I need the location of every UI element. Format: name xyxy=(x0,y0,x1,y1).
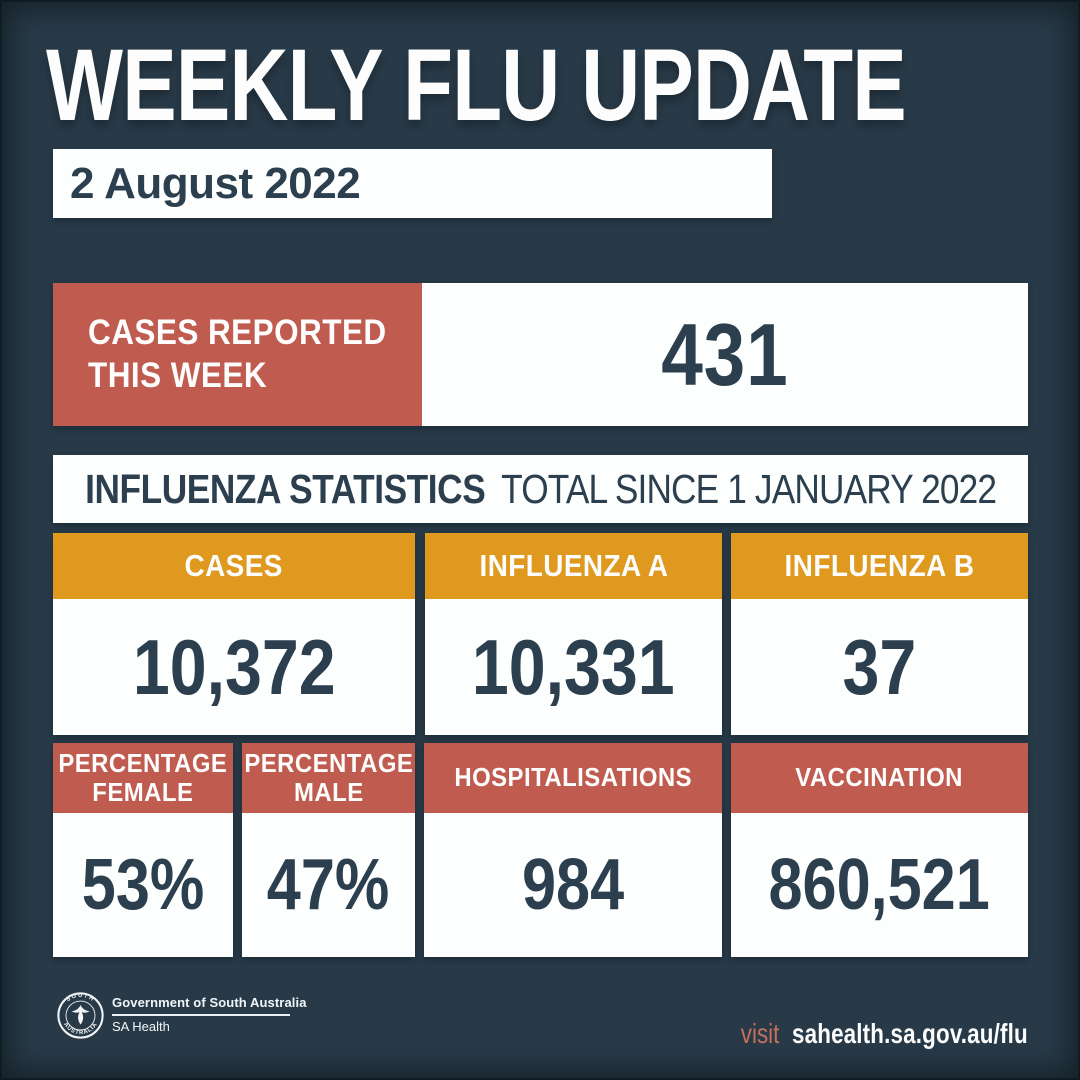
statistics-subtitle: TOTAL SINCE 1 JANUARY 2022 xyxy=(500,465,997,512)
page-title: WEEKLY FLU UPDATE xyxy=(46,28,907,142)
sa-government-logo-icon: SOUTH AUSTRALIA xyxy=(57,992,104,1039)
piping-shrike-icon xyxy=(71,1004,90,1025)
stat-card-label: HOSPITALISATIONS xyxy=(454,762,692,793)
stat-card-label: INFLUENZA A xyxy=(479,547,668,583)
date-text: 2 August 2022 xyxy=(70,158,361,208)
stat-card-cases: CASES 10,372 xyxy=(53,533,415,735)
stat-card-value-box: 10,372 xyxy=(53,599,415,735)
demographics-card-row: PERCENTAGE FEMALE 53% PERCENTAGE MALE 47… xyxy=(53,743,1028,957)
stat-card-percentage-female: PERCENTAGE FEMALE 53% xyxy=(53,743,233,957)
url-text: sahealth.sa.gov.au/flu xyxy=(792,1018,1028,1049)
statistics-header-text: INFLUENZA STATISTICS TOTAL SINCE 1 JANUA… xyxy=(84,465,997,513)
stat-card-value-box: 47% xyxy=(242,813,415,957)
stat-card-value-box: 984 xyxy=(424,813,722,957)
stat-card-value: 860,521 xyxy=(768,845,991,925)
stat-card-header: INFLUENZA B xyxy=(731,533,1028,599)
stat-card-header: PERCENTAGE MALE xyxy=(242,743,415,813)
stat-card-vaccination: VACCINATION 860,521 xyxy=(731,743,1028,957)
stat-card-value-box: 10,331 xyxy=(425,599,722,735)
stat-card-value: 10,372 xyxy=(132,622,336,711)
stat-card-value: 10,331 xyxy=(472,622,675,711)
svg-text:SOUTH: SOUTH xyxy=(65,993,95,1004)
stat-card-label: INFLUENZA B xyxy=(784,547,975,583)
visit-label: visit xyxy=(740,1018,780,1049)
stat-card-header: INFLUENZA A xyxy=(425,533,722,599)
stat-card-value: 37 xyxy=(842,622,917,711)
stat-card-label: PERCENTAGE FEMALE xyxy=(58,747,228,807)
stat-card-value-box: 37 xyxy=(731,599,1028,735)
date-banner: 2 August 2022 xyxy=(53,149,772,218)
stat-card-header: PERCENTAGE FEMALE xyxy=(53,743,233,813)
weekly-cases-value: 431 xyxy=(661,304,789,404)
stat-card-header: VACCINATION xyxy=(731,743,1028,813)
stat-card-value-box: 860,521 xyxy=(731,813,1028,957)
lockup-divider xyxy=(112,1014,290,1016)
stat-card-header: HOSPITALISATIONS xyxy=(424,743,722,813)
weekly-cases-panel: CASES REPORTED THIS WEEK 431 xyxy=(53,283,1028,426)
totals-card-row: CASES 10,372 INFLUENZA A 10,331 INFLUENZ… xyxy=(53,533,1028,735)
visit-url: visit sahealth.sa.gov.au/flu xyxy=(741,1018,1028,1050)
statistics-title: INFLUENZA STATISTICS xyxy=(84,465,486,512)
stat-card-hospitalisations: HOSPITALISATIONS 984 xyxy=(424,743,722,957)
stat-card-value: 53% xyxy=(81,845,205,925)
stat-card-header: CASES xyxy=(53,533,415,599)
stat-card-influenza-b: INFLUENZA B 37 xyxy=(731,533,1028,735)
stat-card-value: 47% xyxy=(267,845,390,925)
stat-card-label: VACCINATION xyxy=(795,762,964,793)
government-label: Government of South Australia xyxy=(112,995,307,1010)
stat-card-label: PERCENTAGE MALE xyxy=(244,747,413,807)
stat-card-value-box: 53% xyxy=(53,813,233,957)
stat-card-value: 984 xyxy=(521,845,625,925)
statistics-header-bar: INFLUENZA STATISTICS TOTAL SINCE 1 JANUA… xyxy=(53,455,1028,523)
government-lockup: Government of South Australia SA Health xyxy=(112,995,307,1034)
stat-card-percentage-male: PERCENTAGE MALE 47% xyxy=(242,743,415,957)
weekly-cases-label-box: CASES REPORTED THIS WEEK xyxy=(53,283,422,426)
sa-health-label: SA Health xyxy=(112,1019,170,1034)
seal-text-top: SOUTH xyxy=(65,993,94,1004)
stat-card-influenza-a: INFLUENZA A 10,331 xyxy=(425,533,722,735)
weekly-cases-value-box: 431 xyxy=(422,283,1028,426)
stat-card-label: CASES xyxy=(184,547,284,583)
weekly-cases-label: CASES REPORTED THIS WEEK xyxy=(88,312,387,395)
